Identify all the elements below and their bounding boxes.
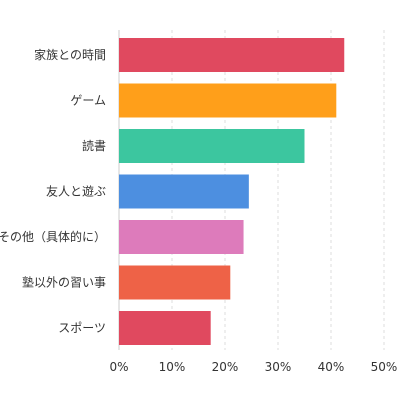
bar [119, 265, 231, 300]
category-label: 塾以外の習い事 [22, 275, 106, 290]
category-label: 友人と遊ぶ [46, 184, 106, 199]
category-label: 家族との時間 [34, 47, 106, 62]
x-tick-label: 30% [265, 360, 292, 374]
bars [119, 38, 345, 345]
x-tick-label: 0% [109, 360, 128, 374]
category-label: その他（具体的に） [0, 229, 106, 244]
bar [119, 311, 211, 345]
x-tick-label: 50% [371, 360, 398, 374]
category-label: スポーツ [58, 321, 106, 335]
category-label: ゲーム [70, 94, 106, 108]
bar [119, 174, 249, 209]
bar [119, 129, 305, 163]
x-tick-label: 20% [212, 360, 239, 374]
bar [119, 83, 337, 118]
x-tick-label: 40% [318, 360, 345, 374]
x-tick-labels: 0% 10% 20% 30% 40% 50% [109, 360, 397, 374]
category-label: 読書 [82, 138, 106, 153]
x-tick-label: 10% [159, 360, 186, 374]
bar [119, 38, 345, 72]
bar [119, 220, 244, 254]
